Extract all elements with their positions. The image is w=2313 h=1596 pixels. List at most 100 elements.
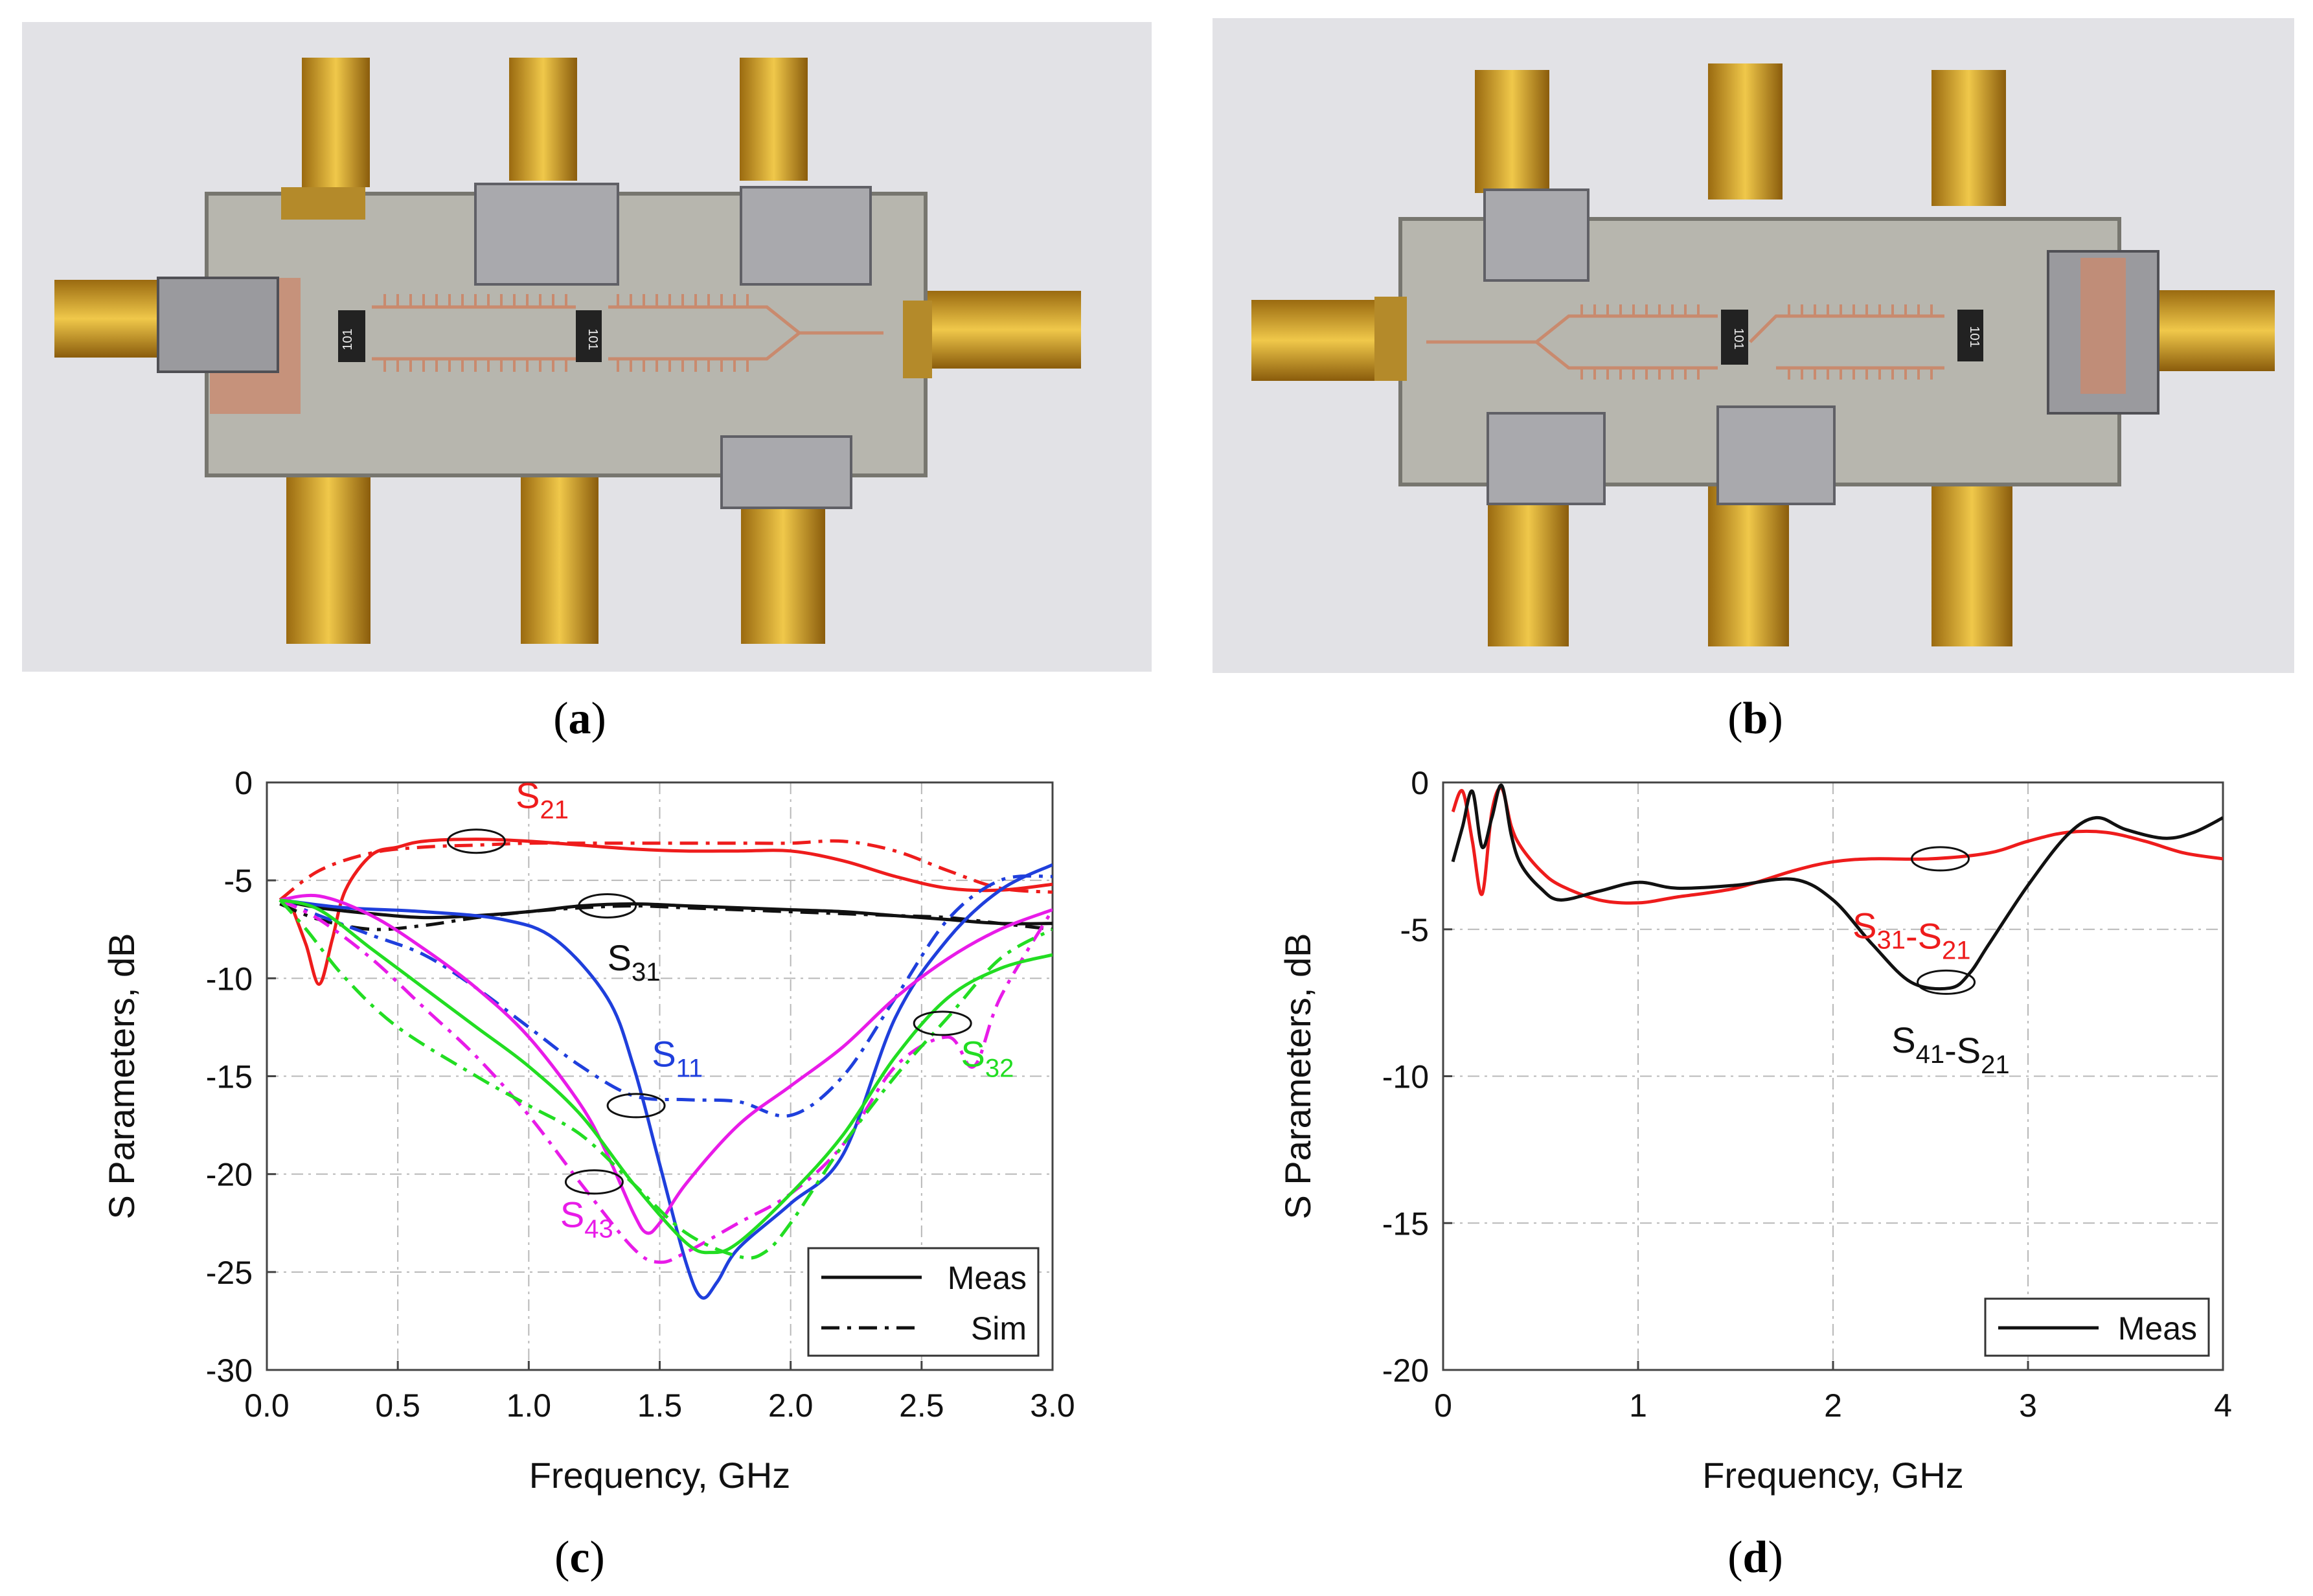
- annotation-subscript: 21: [540, 795, 569, 824]
- y-tick-label: -5: [224, 863, 253, 899]
- x-tick-label: 1: [1629, 1387, 1647, 1424]
- y-axis-label: S Parameters, dB: [1277, 933, 1318, 1220]
- meander-pattern: [383, 294, 749, 372]
- resistor-mark-1: 101: [1731, 328, 1746, 349]
- sma-connector-top: [1475, 63, 2006, 206]
- annotation-main: S: [961, 1033, 985, 1074]
- annotation-main: -S: [1944, 1030, 1981, 1071]
- y-tick-label: 0: [234, 765, 253, 801]
- x-tick-label: 2.5: [899, 1387, 944, 1424]
- legend-label: Meas: [2118, 1310, 2197, 1347]
- series-line-s11-solid: [279, 863, 1053, 1300]
- annotation-main: S: [608, 937, 632, 978]
- resistor-mark-2: 101: [1967, 326, 1981, 347]
- annotation-main: S: [652, 1033, 676, 1074]
- smd-resistor: [338, 310, 602, 362]
- annotation-main: -S: [1906, 915, 1942, 956]
- legend-box: [807, 1247, 1040, 1357]
- board-b-illustration: 101 101: [1251, 63, 2275, 646]
- y-tick-label: -15: [206, 1059, 253, 1095]
- meander-pattern: [1580, 304, 1933, 380]
- caption-c-letter: c: [569, 1533, 590, 1582]
- board-a-illustration: 101 101: [54, 58, 1081, 644]
- caption-c: (c): [554, 1533, 605, 1582]
- series-line-s43-solid: [279, 893, 1053, 1235]
- series-line-s41-s21-solid: [1451, 784, 2223, 991]
- legend: Meas: [1984, 1297, 2210, 1357]
- x-tick-label: 3.0: [1030, 1387, 1075, 1424]
- annotation-subscript: 43: [584, 1214, 613, 1243]
- resistor-mark-1: 101: [341, 328, 355, 350]
- y-tick-label: -10: [206, 961, 253, 997]
- x-tick-label: 3: [2019, 1387, 2037, 1424]
- series-annotation: S43: [560, 1194, 613, 1243]
- annotation-subscript: 11: [676, 1054, 703, 1082]
- annotation-main: S: [1891, 1020, 1915, 1060]
- series-annotation: S11: [652, 1033, 703, 1082]
- y-tick-label: -30: [206, 1352, 253, 1389]
- annotation-main: S: [560, 1194, 584, 1235]
- x-axis-label: Frequency, GHz: [529, 1455, 791, 1496]
- series-annotation: S21: [516, 775, 569, 824]
- legend: Meas Sim: [807, 1247, 1040, 1357]
- annotation-main: S: [1852, 905, 1876, 946]
- annotation-ellipse: [1917, 969, 1976, 995]
- chart-c: 0.0 0.5 1.0 1.5 2.0 2.5 3.0 0 -5 -10 -15 -20 -25 -30 F…: [101, 765, 1075, 1496]
- y-tick-label: -10: [1382, 1059, 1429, 1095]
- annotation-subscript: 21: [1981, 1051, 2010, 1079]
- x-tick-label: 2: [1824, 1387, 1842, 1424]
- x-tick-label: 0.5: [375, 1387, 420, 1424]
- resistor-mark-2: 101: [586, 328, 600, 350]
- annotation-main: S: [516, 775, 540, 815]
- x-tick-label: 1.5: [637, 1387, 683, 1424]
- annotation-ellipse: [564, 1169, 624, 1195]
- caption-d: (d): [1727, 1533, 1783, 1582]
- x-tick-label: 0.0: [244, 1387, 290, 1424]
- x-tick-label: 4: [2214, 1387, 2232, 1424]
- caption-b: (b): [1727, 694, 1783, 744]
- y-tick-label: -5: [1400, 912, 1429, 948]
- chart-d: 0 1 2 3 4 0 -5 -10 -15 -20 Frequency, GHz S Paramet…: [1277, 765, 2232, 1496]
- y-tick-label: -20: [206, 1157, 253, 1193]
- series-line-s11-dashdot: [279, 874, 1053, 1118]
- series-line-s32-dashdot: [279, 898, 1053, 1260]
- annotation-subscript: 31: [632, 958, 661, 986]
- photo-a: 101 101: [22, 22, 1152, 672]
- series-line-s32-solid: [279, 898, 1053, 1255]
- series-annotation: S31: [608, 937, 661, 986]
- annotation-ellipse: [578, 893, 637, 918]
- annotation-ellipse: [446, 828, 506, 854]
- legend-label: Sim: [971, 1310, 1027, 1347]
- x-axis-label: Frequency, GHz: [1702, 1455, 1964, 1496]
- x-tick-label: 0: [1434, 1387, 1452, 1424]
- series-line-s21-solid: [291, 838, 1053, 986]
- legend-label: Meas: [948, 1260, 1027, 1296]
- photo-b: 101 101: [1213, 18, 2294, 673]
- annotation-ellipse: [606, 1093, 666, 1119]
- series-annotation: S31-S21: [1852, 905, 1970, 964]
- annotation-subscript: 41: [1916, 1040, 1945, 1069]
- series-group: [1451, 784, 2223, 991]
- y-tick-label: -15: [1382, 1205, 1429, 1242]
- caption-a-letter: a: [568, 694, 591, 744]
- caption-d-letter: d: [1742, 1533, 1768, 1582]
- grid: [267, 782, 1053, 1370]
- x-tick-label: 1.0: [507, 1387, 552, 1424]
- series-group: [279, 838, 1053, 1300]
- y-axis-label: S Parameters, dB: [101, 933, 142, 1220]
- annotation-ellipse: [913, 1010, 972, 1036]
- caption-b-letter: b: [1742, 694, 1768, 744]
- y-tick-label: 0: [1411, 765, 1429, 801]
- caption-a: (a): [553, 694, 606, 744]
- annotation-subscript: 21: [1942, 936, 1971, 964]
- series-annotation: S41-S21: [1891, 1020, 2009, 1079]
- series-line-s31-solid: [279, 898, 1053, 926]
- annotation-subscript: 31: [1876, 926, 1906, 954]
- series-line-s31-s21-solid: [1451, 786, 2223, 905]
- smd-resistor: [1721, 310, 1983, 365]
- x-tick-label: 2.0: [768, 1387, 814, 1424]
- y-tick-label: -25: [206, 1255, 253, 1291]
- grid: [1443, 782, 2223, 1370]
- sma-connector-top: [302, 58, 808, 187]
